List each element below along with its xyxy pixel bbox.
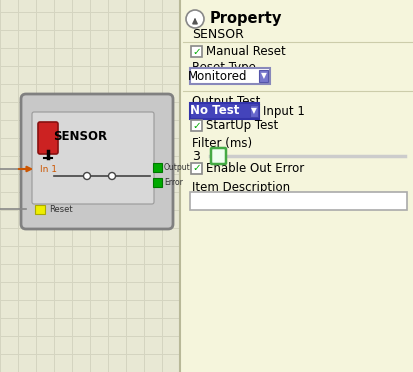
FancyBboxPatch shape — [190, 68, 269, 84]
Text: StartUp Test: StartUp Test — [206, 119, 278, 132]
FancyBboxPatch shape — [153, 178, 161, 187]
FancyBboxPatch shape — [35, 205, 45, 214]
Text: ▼: ▼ — [250, 106, 256, 115]
FancyBboxPatch shape — [180, 0, 413, 372]
Text: In 1: In 1 — [40, 164, 57, 173]
Text: No Test: No Test — [190, 105, 239, 118]
Text: Filter (ms): Filter (ms) — [192, 137, 252, 150]
Text: Reset: Reset — [49, 205, 72, 214]
FancyBboxPatch shape — [21, 94, 173, 229]
FancyBboxPatch shape — [0, 0, 180, 372]
FancyBboxPatch shape — [249, 105, 257, 117]
FancyBboxPatch shape — [32, 112, 154, 204]
Text: Enable Out Error: Enable Out Error — [206, 162, 304, 175]
Text: SENSOR: SENSOR — [192, 28, 243, 41]
Text: Property: Property — [209, 12, 282, 26]
FancyBboxPatch shape — [190, 46, 202, 57]
Text: Input 1: Input 1 — [262, 105, 304, 118]
FancyBboxPatch shape — [153, 163, 161, 172]
Circle shape — [185, 10, 204, 28]
Text: ▼: ▼ — [260, 71, 266, 80]
Text: ✓: ✓ — [192, 46, 200, 57]
Text: Monitored: Monitored — [188, 70, 247, 83]
FancyBboxPatch shape — [38, 122, 58, 154]
Text: Item Description: Item Description — [192, 182, 290, 195]
FancyBboxPatch shape — [190, 163, 202, 174]
Text: Output Test: Output Test — [192, 94, 260, 108]
Text: Manual Reset: Manual Reset — [206, 45, 285, 58]
Text: Reset Type: Reset Type — [192, 61, 255, 74]
Text: ✓: ✓ — [192, 121, 200, 131]
Text: ✓: ✓ — [192, 164, 200, 173]
FancyBboxPatch shape — [211, 148, 225, 164]
FancyBboxPatch shape — [259, 70, 267, 82]
FancyBboxPatch shape — [190, 103, 259, 119]
Circle shape — [108, 173, 115, 180]
Text: 3: 3 — [192, 150, 199, 163]
Text: SENSOR: SENSOR — [53, 131, 107, 144]
Text: Error: Error — [164, 178, 183, 187]
Text: Output: Output — [164, 163, 190, 172]
Circle shape — [83, 173, 90, 180]
FancyBboxPatch shape — [190, 120, 202, 131]
FancyBboxPatch shape — [190, 192, 406, 210]
